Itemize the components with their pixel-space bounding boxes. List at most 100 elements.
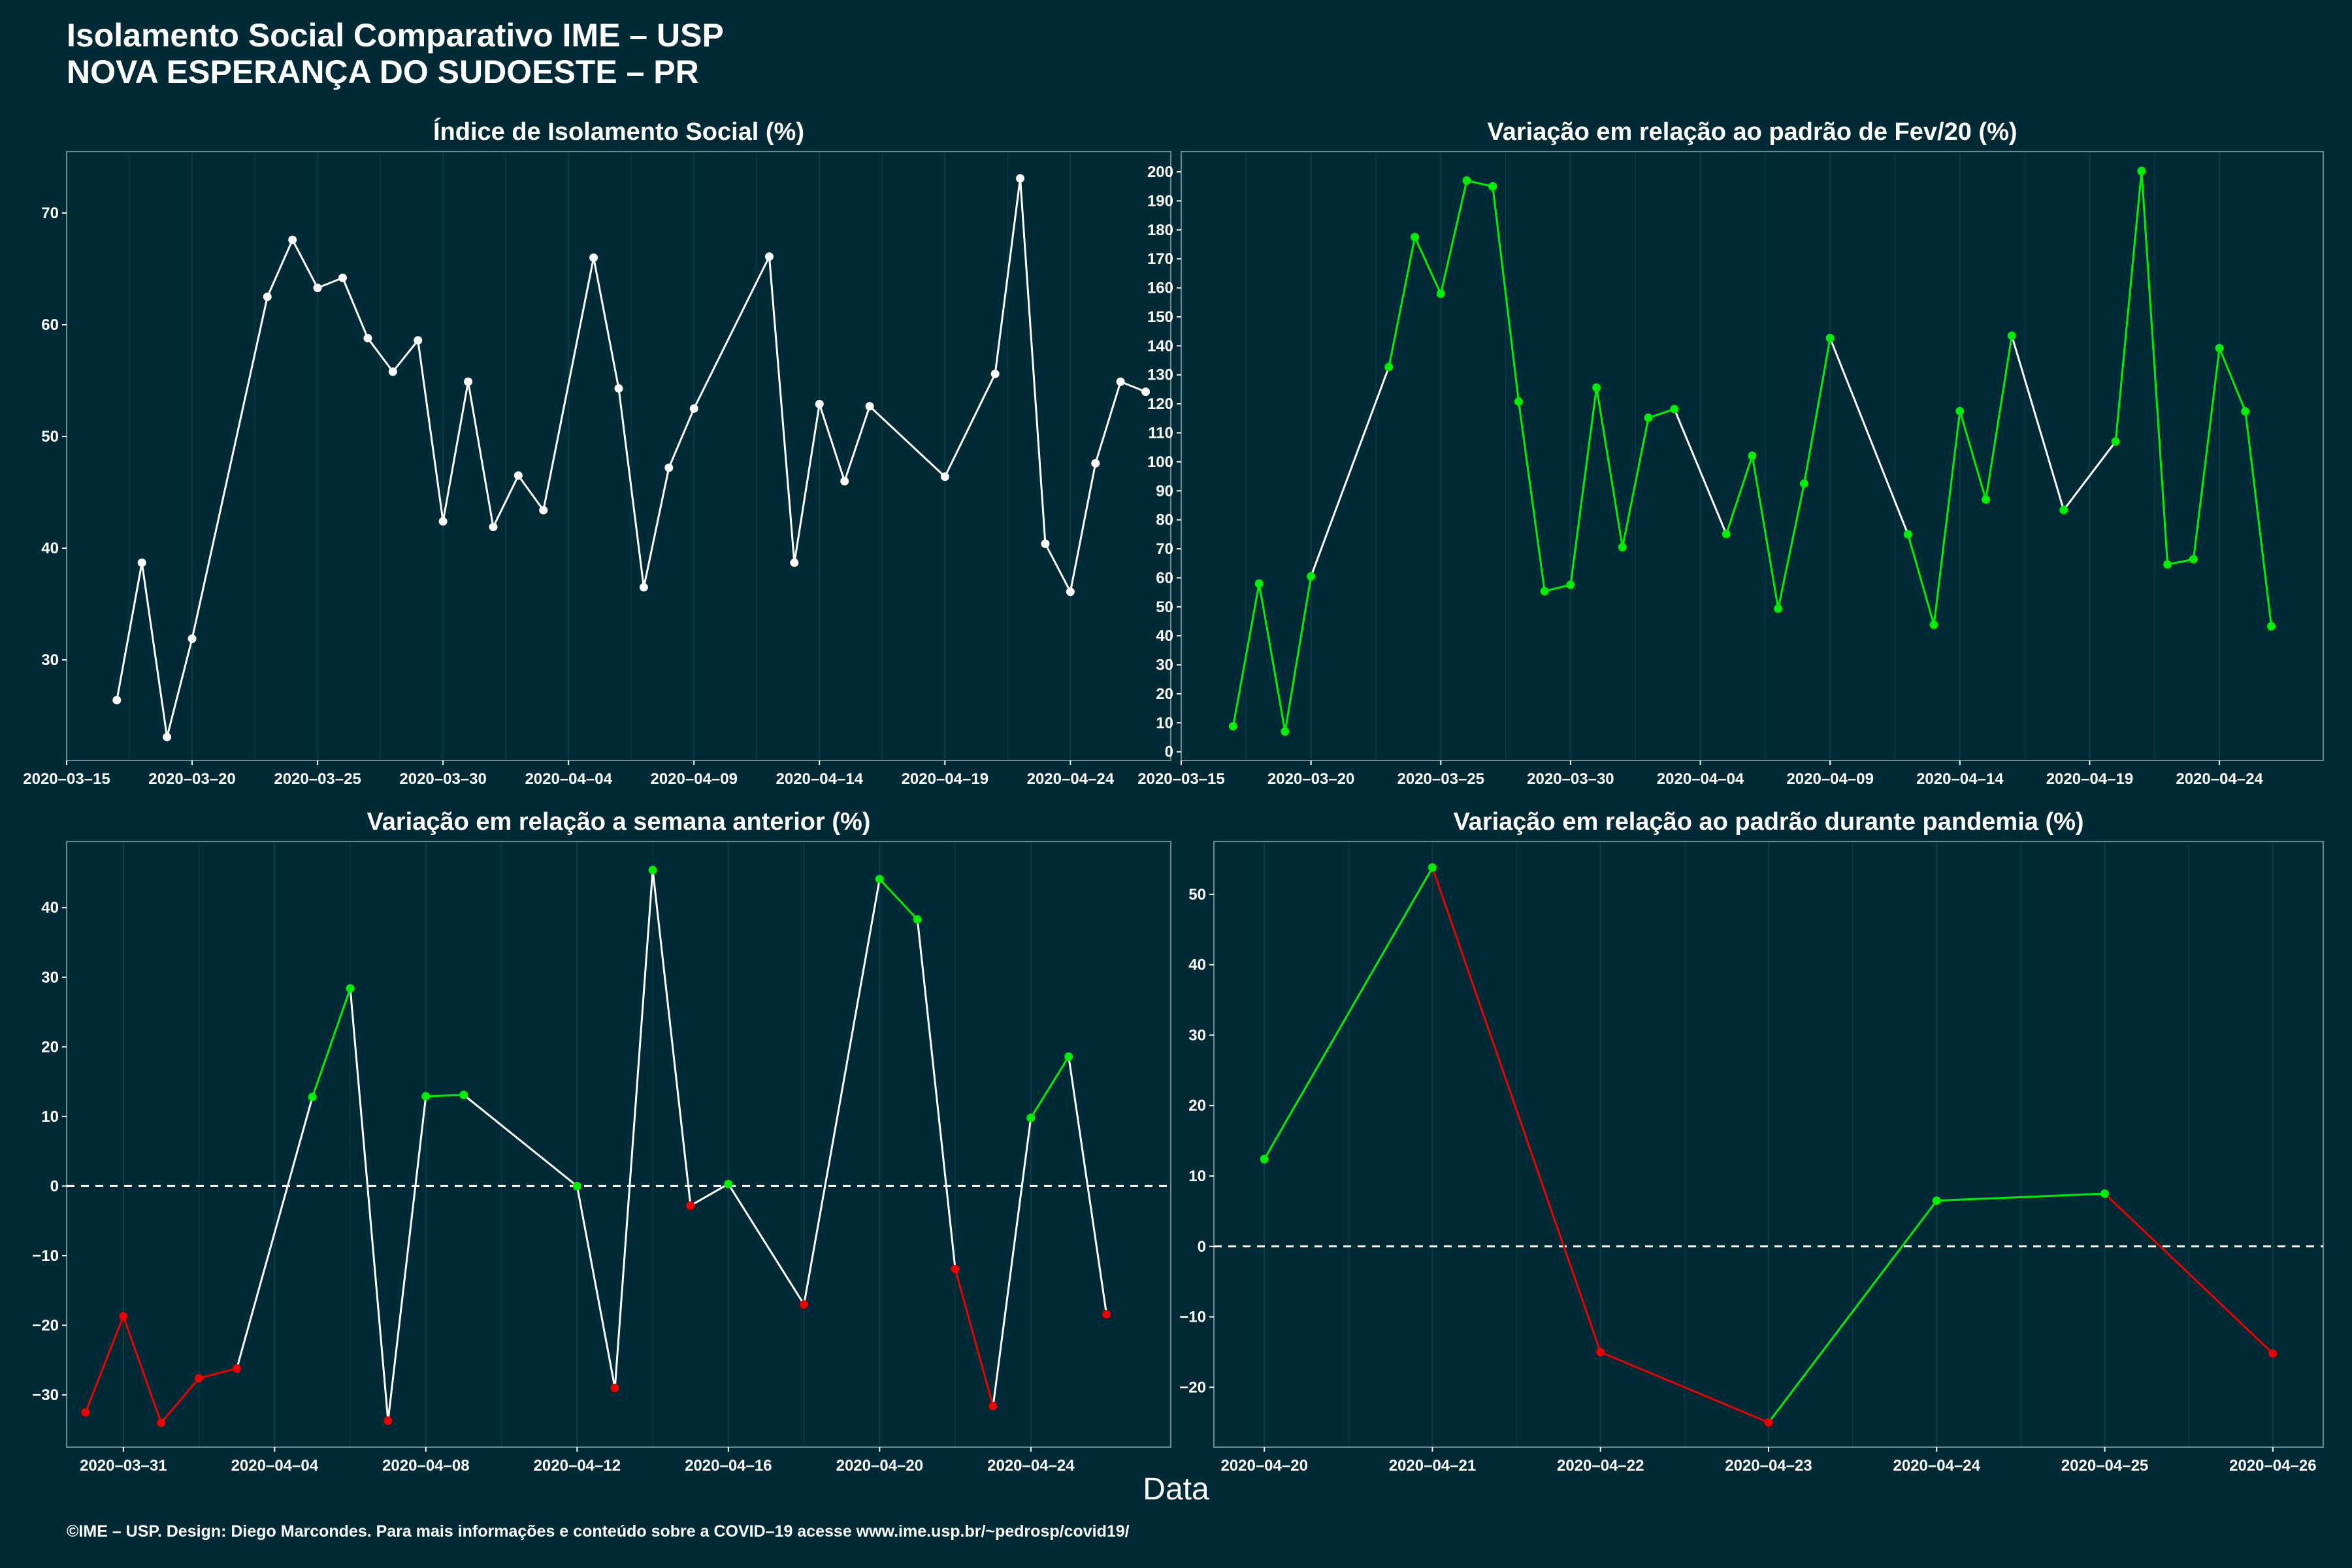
data-point [1091,459,1100,468]
y-tick-label: 40 [1188,956,1206,974]
series-segment [1621,416,1650,548]
panel-frame [66,841,1171,1448]
data-point [1281,727,1290,736]
data-point [1384,363,1394,372]
data-point [1228,722,1237,731]
x-tick-label: 2020–03–20 [1267,770,1354,788]
data-point [1066,587,1075,596]
data-point [1670,404,1679,414]
x-tick-label: 2020–04–19 [902,770,988,788]
data-point [1722,529,1731,538]
data-point [1436,289,1445,298]
series-segment [693,255,770,410]
series-segment [2104,1192,2274,1355]
data-point [421,1092,431,1101]
data-point [1116,377,1125,386]
data-point [724,1179,733,1188]
panel-feb-variation: Variação em relação ao padrão de Fev/20 … [1137,118,2324,788]
series-segment [2166,558,2195,566]
data-point [2268,1349,2278,1358]
data-point [2111,437,2120,446]
data-point [346,984,355,993]
series-segment [166,638,193,738]
y-tick-label: 90 [1156,482,1173,500]
series-segment [878,878,919,921]
x-tick-label: 2020–04–12 [534,1457,621,1475]
data-point [313,284,322,293]
data-point [2241,407,2250,416]
series-segment [793,402,821,564]
data-point [1618,542,1627,551]
data-point [157,1418,166,1428]
data-point [1462,176,1471,185]
series-segment [1232,582,1260,728]
y-tick-label: 30 [1188,1026,1206,1044]
data-point [648,866,657,875]
x-tick-label: 2020–03–31 [80,1457,167,1475]
data-point [1955,406,1965,416]
data-point [137,558,146,567]
y-tick-label: 40 [41,899,59,917]
data-point [686,1201,695,1210]
data-point [2267,622,2276,631]
x-tick-label: 2020–04–20 [836,1457,923,1475]
series-segment [235,1096,314,1370]
x-tick-label: 2020–04–24 [987,1457,1075,1475]
data-point [112,696,122,705]
series-segment [1985,335,2013,501]
data-point [2189,555,2198,564]
series-segment [1019,177,1047,545]
y-tick-label: 100 [1147,453,1173,471]
data-point [2137,167,2146,176]
series-segment [1599,1350,1770,1424]
y-tick-label: 50 [41,428,59,446]
series-segment [1465,179,1494,188]
series-segment [160,1377,201,1424]
series-segment [2010,335,2065,512]
series-segment [2244,410,2273,628]
data-point [1825,333,1835,342]
series-segment [843,405,871,482]
series-segment [994,177,1022,375]
series-segment [391,339,419,373]
data-point [2007,331,2016,340]
data-point [1064,1052,1073,1061]
data-point [689,404,698,413]
y-tick-label: 60 [1156,569,1173,587]
series-segment [1725,455,1754,535]
y-tick-label: 50 [1188,886,1206,904]
series-segment [1803,336,1831,485]
y-tick-label: −20 [32,1317,59,1335]
series-segment [668,407,695,469]
series-segment [291,238,319,289]
series-segment [1119,380,1147,393]
data-point [800,1300,809,1309]
data-point [188,634,197,644]
y-tick-label: −10 [1179,1309,1206,1326]
series-segment [1030,1055,1070,1119]
series-segment [613,869,654,1389]
panel-title: Índice de Isolamento Social (%) [433,117,804,146]
data-point [1596,1347,1605,1356]
series-segment [642,466,670,589]
y-tick-label: 10 [1188,1168,1206,1185]
x-tick-label: 2020–04–04 [231,1457,319,1475]
panel-title: Variação em relação ao padrão de Fev/20 … [1487,118,2017,146]
data-point [363,334,372,343]
panel-frame [66,151,1171,761]
data-point [2059,506,2068,515]
x-tick-label: 2020–04–19 [2046,770,2133,788]
data-point [1260,1154,1269,1164]
data-point [1929,620,1938,629]
series-segment [387,1095,427,1422]
series-segment [1258,582,1286,733]
y-tick-label: 0 [1198,1238,1206,1256]
x-tick-label: 2020–04–24 [1027,770,1115,788]
data-point [459,1090,468,1100]
series-segment [1569,386,1598,586]
series-segment [1388,236,1416,368]
data-point [1540,587,1549,596]
series-segment [316,276,344,289]
series-segment [1439,179,1468,295]
series-segment [1777,482,1805,610]
